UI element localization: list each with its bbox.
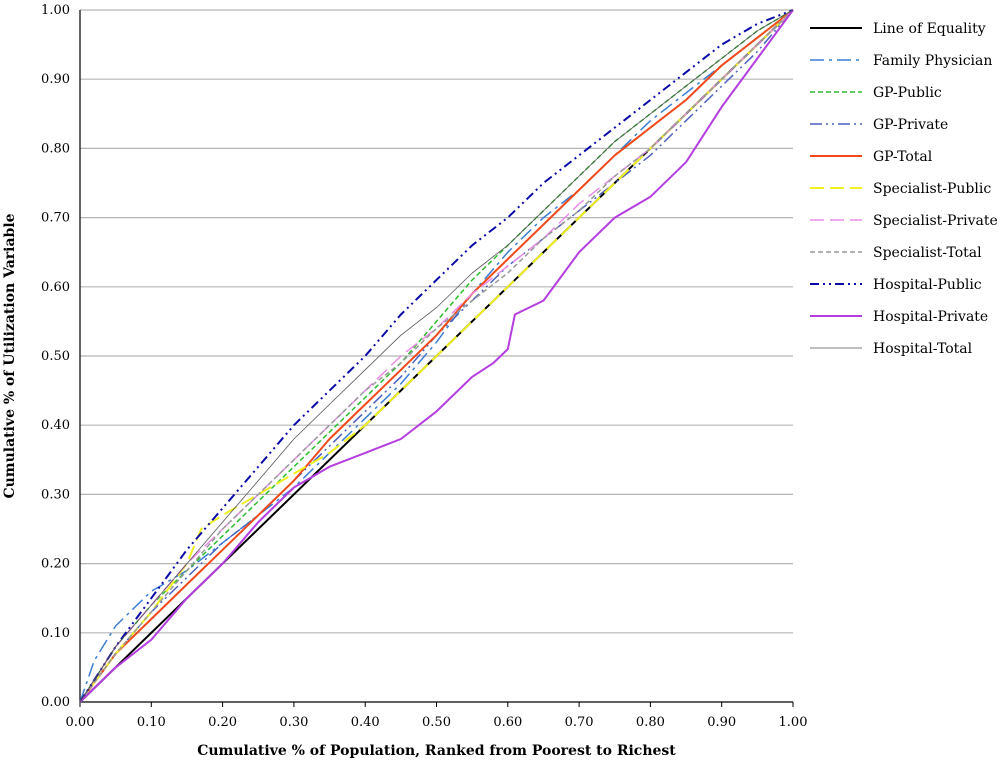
y-tick-label: 1.00	[41, 3, 70, 18]
series-line-gp-total	[79, 9, 794, 703]
legend-label-family-physician: Family Physician	[873, 53, 992, 69]
y-tick-label: 0.70	[41, 211, 70, 226]
legend-label-line-of-equality: Line of Equality	[873, 21, 986, 37]
x-axis-title: Cumulative % of Population, Ranked from …	[197, 743, 676, 759]
series-line-hospital-private	[79, 9, 794, 703]
y-tick-label: 0.80	[41, 141, 70, 156]
legend-label-hospital-public: Hospital-Public	[873, 277, 982, 293]
x-tick-label: 0.60	[493, 715, 522, 730]
series-line-hospital-public	[79, 9, 794, 703]
y-tick-label: 0.60	[41, 280, 70, 295]
legend-label-gp-total: GP-Total	[873, 149, 933, 165]
y-tick-label: 0.10	[41, 626, 70, 641]
legend-label-hospital-total: Hospital-Total	[873, 341, 973, 357]
legend-label-specialist-private: Specialist-Private	[873, 213, 998, 229]
x-tick-label: 0.30	[279, 715, 308, 730]
x-tick-label: 0.10	[137, 715, 166, 730]
x-tick-label: 0.20	[208, 715, 237, 730]
series-lines	[79, 9, 794, 703]
series-line-specialist-private	[79, 9, 794, 703]
legend-label-gp-public: GP-Public	[873, 85, 942, 101]
x-tick-label: 0.90	[707, 715, 736, 730]
x-tick-label: 0.00	[66, 715, 95, 730]
y-tick-label: 0.90	[41, 72, 70, 87]
series-line-specialist-total	[79, 9, 794, 703]
series-line-family-physician	[79, 9, 794, 703]
y-axis-title: Cumulative % of Utilization Variable	[2, 213, 18, 498]
tick-labels: 0.00 0.10 0.20 0.30 0.40 0.50 0.60 0.70 0.80 0.90…	[41, 3, 807, 730]
x-tick-label: 1.00	[779, 715, 808, 730]
x-tick-label: 0.70	[565, 715, 594, 730]
x-tick-label: 0.40	[351, 715, 380, 730]
legend-label-gp-private: GP-Private	[873, 117, 948, 133]
x-tick-label: 0.50	[422, 715, 451, 730]
series-line-hospital-total	[79, 9, 794, 703]
y-tick-label: 0.30	[41, 487, 70, 502]
legend-label-hospital-private: Hospital-Private	[873, 309, 988, 325]
legend-label-specialist-public: Specialist-Public	[873, 181, 991, 197]
y-tick-label: 0.40	[41, 418, 70, 433]
axes	[79, 10, 794, 707]
y-tick-label: 0.50	[41, 349, 70, 364]
y-tick-label: 0.00	[41, 695, 70, 710]
legend: Line of Equality Family Physician GP-Publi…	[810, 21, 998, 357]
y-tick-label: 0.20	[41, 557, 70, 572]
legend-label-specialist-total: Specialist-Total	[873, 245, 982, 261]
x-tick-label: 0.80	[636, 715, 665, 730]
